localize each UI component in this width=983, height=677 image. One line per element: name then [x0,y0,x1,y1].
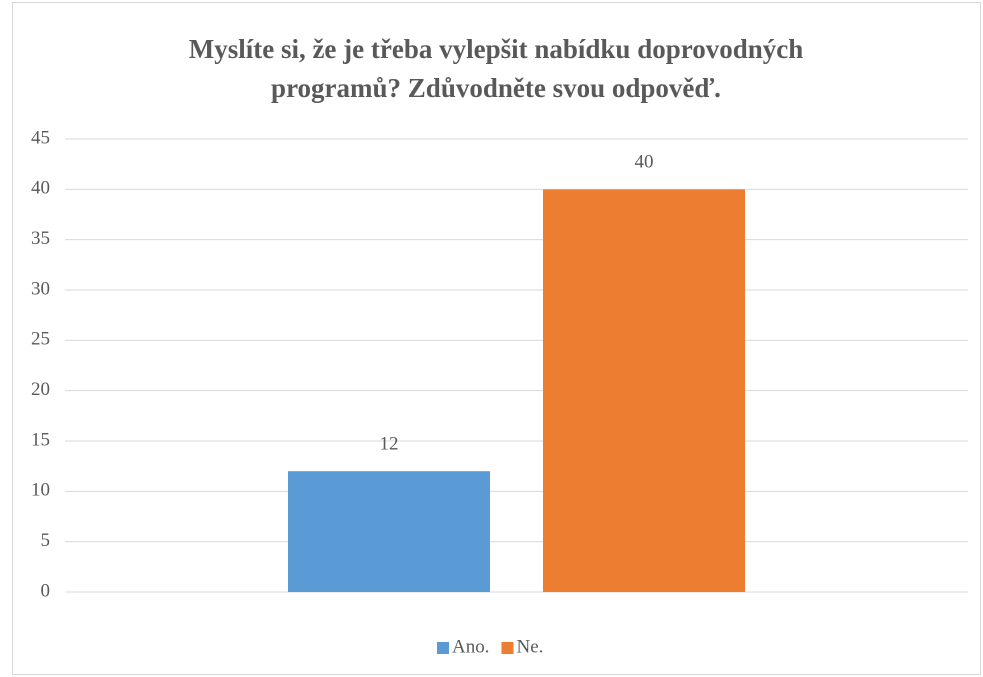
y-tick-label: 40 [31,178,50,199]
y-tick-label: 15 [31,429,50,450]
y-tick-label: 35 [31,228,50,249]
y-tick-label: 10 [31,480,50,501]
y-tick-label: 30 [31,278,50,299]
legend-swatch [437,642,449,654]
data-label: 40 [635,152,654,173]
y-tick-label: 5 [41,530,51,551]
chart-title: Myslíte si, že je třeba vylepšit nabídku… [188,34,804,103]
legend-label: Ano. [452,636,489,657]
legend-label: Ne. [516,636,543,657]
y-tick-label: 25 [31,329,50,350]
y-tick-label: 20 [31,379,50,400]
data-label: 12 [380,434,399,455]
y-tick-label: 0 [41,580,51,601]
bar [543,189,745,593]
chart-border [12,2,981,675]
bar [288,471,490,592]
y-tick-label: 45 [31,127,50,148]
legend-swatch [501,642,514,654]
